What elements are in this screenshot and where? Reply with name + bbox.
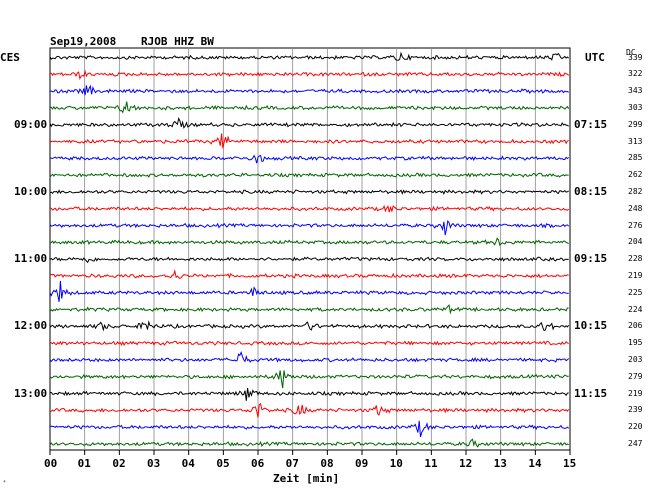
dc-offset-value: 279 (628, 371, 643, 381)
right-time-label: 10:15 (574, 319, 608, 333)
x-tick-label: 03 (147, 457, 161, 470)
right-time-label: 07:15 (574, 117, 608, 131)
x-tick-label: 14 (528, 457, 542, 470)
seismic-trace (49, 172, 569, 178)
x-tick-label: 01 (77, 457, 91, 470)
x-tick-label: 11 (424, 457, 438, 470)
x-axis-label: Zeit [min] (273, 472, 340, 485)
seismic-trace (49, 51, 570, 62)
dc-header-label: DC (626, 48, 636, 57)
seismic-trace (49, 133, 569, 149)
seismic-trace (49, 256, 569, 264)
x-tick-label: 04 (181, 457, 195, 470)
x-tick-label: 12 (459, 457, 473, 470)
x-tick-label: 15 (563, 457, 577, 470)
right-time-label: 11:15 (574, 386, 608, 400)
dc-offset-value: 262 (628, 170, 643, 180)
x-tick-label: 07 (285, 457, 299, 470)
left-time-label: 13:00 (14, 386, 48, 400)
dc-offset-value: 285 (628, 153, 643, 163)
seismic-trace (49, 116, 570, 129)
x-tick-label: 06 (251, 457, 265, 470)
seismic-trace (49, 340, 569, 347)
seismic-trace (49, 280, 569, 302)
right-time-label: 09:15 (574, 252, 608, 266)
seismic-trace (49, 204, 570, 213)
seismic-trace (49, 304, 569, 315)
dc-offset-value: 220 (628, 422, 643, 432)
dc-offset-value: 339 (628, 52, 643, 62)
dc-offset-value: 322 (628, 69, 643, 79)
seismic-trace (49, 237, 569, 247)
seismic-trace (49, 269, 569, 279)
seismic-trace (49, 219, 570, 236)
dc-offset-value: 276 (628, 220, 643, 230)
seismic-trace (49, 154, 570, 164)
x-tick-label: 09 (355, 457, 369, 470)
x-tick-label: 00 (44, 457, 58, 470)
dc-offset-value: 228 (628, 254, 643, 264)
left-time-label: 09:00 (14, 117, 48, 131)
dc-offset-value: 282 (628, 186, 643, 196)
seismic-trace (49, 320, 570, 332)
dc-offset-value: 206 (628, 321, 643, 331)
dc-offset-value: 313 (628, 136, 643, 146)
dc-offset-value: 239 (628, 405, 643, 415)
seismic-trace (50, 69, 570, 80)
seismic-trace (49, 420, 570, 438)
seismic-trace (49, 351, 570, 363)
dc-offset-value: 204 (628, 237, 643, 247)
corner-mark: ⁺ (2, 478, 7, 487)
dc-offset-value: 203 (628, 354, 643, 364)
dc-offset-value: 299 (628, 119, 643, 129)
dc-offset-value: 219 (628, 388, 643, 398)
seismic-trace (49, 101, 570, 114)
left-timezone-label: CES (0, 51, 20, 64)
x-tick-label: 08 (320, 457, 334, 470)
seismic-trace (50, 84, 569, 96)
dc-offset-value: 303 (628, 102, 643, 112)
plot-frame (49, 47, 571, 451)
dc-offset-value: 195 (628, 338, 643, 348)
seismic-trace (49, 438, 569, 448)
seismic-trace (49, 403, 570, 418)
chart-date: Sep19,2008 (50, 35, 117, 48)
dc-offset-value: 225 (628, 287, 643, 297)
seismic-trace (49, 189, 570, 195)
left-time-label: 12:00 (14, 319, 48, 333)
x-tick-label: 10 (389, 457, 403, 470)
seismic-trace (49, 387, 569, 401)
right-timezone-label: UTC (585, 51, 605, 64)
dc-offset-value: 248 (628, 203, 643, 213)
dc-offset-value: 343 (628, 86, 643, 96)
seismic-trace (49, 370, 569, 389)
x-tick-label: 02 (112, 457, 126, 470)
dc-offset-value: 219 (628, 270, 643, 280)
x-tick-label: 05 (216, 457, 230, 470)
station-code: RJOB HHZ BW (141, 35, 214, 48)
dc-offset-value: 224 (628, 304, 643, 314)
dc-offset-value: 247 (628, 438, 643, 448)
right-time-label: 08:15 (574, 184, 608, 198)
left-time-label: 11:00 (14, 252, 48, 266)
left-time-label: 10:00 (14, 184, 48, 198)
x-tick-label: 13 (493, 457, 507, 470)
